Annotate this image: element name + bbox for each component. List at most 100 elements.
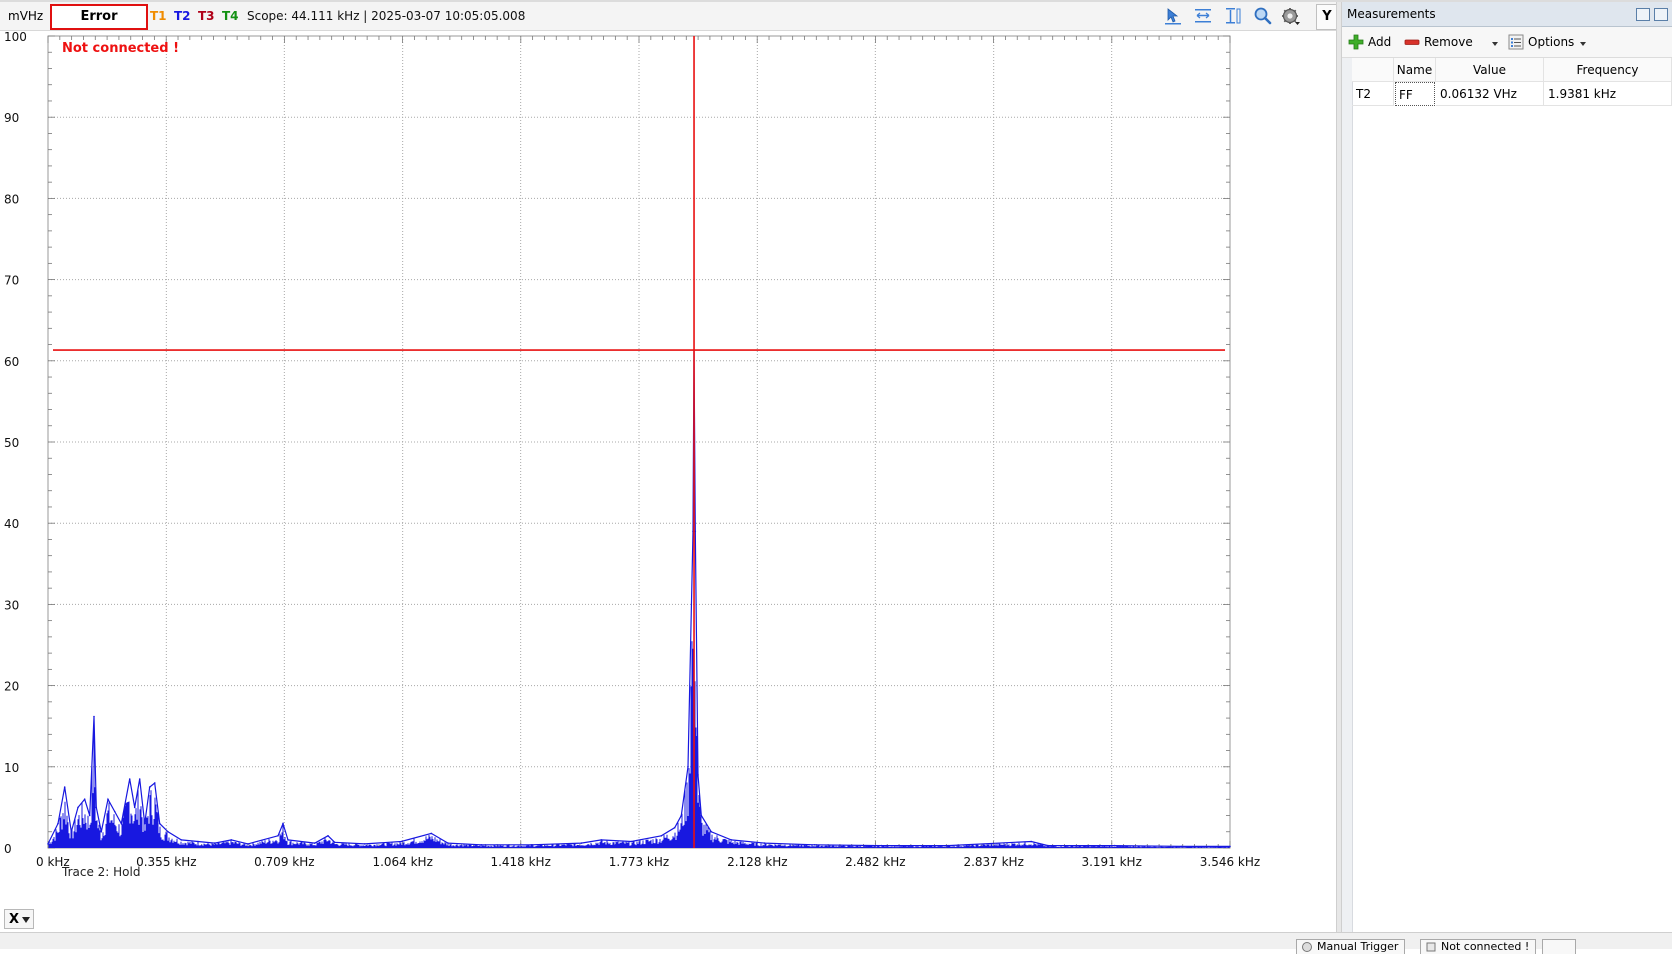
data-point [313, 842, 316, 844]
trigger-icon [1302, 942, 1312, 952]
cursor-arrow-icon[interactable] [1162, 6, 1184, 26]
data-point [88, 814, 91, 817]
data-point [57, 822, 59, 825]
data-point [600, 839, 603, 841]
x-axis-bar: X [0, 906, 1336, 932]
data-point [947, 844, 949, 847]
y-tick-label: 100 [4, 30, 27, 44]
column-header-frequency[interactable]: Frequency [1544, 58, 1672, 82]
x-tick-label: 3.546 kHz [1200, 855, 1260, 869]
data-point [430, 832, 433, 835]
data-point [1113, 844, 1116, 847]
spectrum-plot[interactable]: 0 10 20 30 40 50 60 70 80 90 100 0 kHz 0.355 kHz 0.7… [0, 30, 1336, 906]
y-axis-button[interactable]: Y [1316, 4, 1338, 30]
data-point [697, 774, 699, 776]
data-point [1229, 845, 1231, 848]
remove-label: Remove [1424, 35, 1473, 49]
window-top-edge [0, 0, 1672, 2]
y-tick-label: 50 [4, 436, 19, 450]
data-point [153, 782, 156, 784]
minus-icon [1404, 39, 1420, 45]
horizontal-measure-icon[interactable] [1192, 6, 1214, 26]
zoom-icon[interactable] [1252, 6, 1274, 26]
data-point [47, 843, 49, 845]
add-measurement-button[interactable]: Add [1348, 33, 1396, 51]
data-point [327, 835, 329, 837]
trace-toggle-t3[interactable]: T3 [198, 9, 215, 23]
not-connected-warning: Not connected ! [62, 41, 179, 56]
data-point [63, 786, 66, 788]
remove-measurement-button[interactable]: Remove [1404, 33, 1498, 51]
measurements-title-bar: Measurements [1342, 2, 1672, 27]
data-point [813, 844, 816, 846]
manual-trigger-label: Manual Trigger [1317, 940, 1399, 953]
y-tick-label: 60 [4, 355, 19, 369]
close-panel-icon[interactable] [1654, 8, 1668, 21]
data-point [83, 798, 86, 801]
y-tick-label: 70 [4, 274, 19, 288]
x-tick-label: 0.355 kHz [136, 855, 196, 869]
connection-status-button[interactable]: Not connected ! [1420, 939, 1537, 954]
panel-splitter[interactable] [1336, 2, 1342, 932]
data-point [763, 842, 766, 844]
x-tick-label: 0.709 kHz [254, 855, 314, 869]
scope-panel: mVHz Error T1 T2 T3 T4 Scope: 44.111 kHz… [0, 2, 1338, 932]
table-row[interactable]: T2 FF 0.06132 VHz 1.9381 kHz [1342, 82, 1672, 106]
data-point [277, 835, 279, 837]
float-panel-icon[interactable] [1636, 8, 1650, 21]
manual-trigger-button[interactable]: Manual Trigger [1296, 939, 1406, 954]
column-header-value[interactable]: Value [1436, 58, 1544, 82]
measurements-panel: Measurements Add Remove Options Name Val… [1342, 2, 1672, 932]
measurements-title: Measurements [1347, 7, 1436, 21]
data-point [282, 822, 284, 825]
connection-icon [1426, 942, 1436, 952]
data-point [363, 843, 366, 845]
trace-toggle-t4[interactable]: T4 [222, 9, 239, 23]
trace-toggle-t1[interactable]: T1 [150, 9, 167, 23]
x-tick-label: 3.191 kHz [1081, 855, 1141, 869]
scope-toolbar: mVHz Error T1 T2 T3 T4 Scope: 44.111 kHz… [0, 2, 1338, 31]
x-axis-button[interactable]: X [4, 909, 34, 929]
table-header-row: Name Value Frequency [1342, 58, 1672, 82]
y-tick-label: 30 [4, 598, 19, 612]
data-point [197, 840, 199, 843]
settings-gear-icon[interactable] [1280, 6, 1302, 26]
data-point [113, 810, 116, 813]
options-button[interactable]: Options [1508, 33, 1604, 51]
data-point [730, 839, 733, 841]
table-row-gutter [1342, 58, 1353, 932]
measurements-toolbar: Add Remove Options [1342, 27, 1672, 58]
data-point [880, 844, 883, 847]
status-bar: Manual Trigger Not connected ! [0, 932, 1672, 954]
list-options-icon [1508, 34, 1524, 50]
data-point [700, 814, 703, 817]
status-extra-button[interactable] [1542, 939, 1576, 954]
data-point [107, 798, 109, 801]
y-tick-label: 80 [4, 192, 19, 206]
cell-value: 0.06132 VHz [1436, 82, 1544, 106]
y-tick-label: 90 [4, 111, 19, 125]
data-point [1030, 840, 1033, 843]
data-point [687, 766, 689, 768]
plus-icon [1348, 34, 1364, 50]
data-point [93, 715, 95, 718]
data-point [680, 814, 683, 817]
x-tick-label: 2.482 kHz [845, 855, 905, 869]
column-header-trace [1352, 58, 1394, 82]
chevron-down-icon [1580, 42, 1586, 46]
status-box: Error [50, 4, 148, 30]
x-tick-label: 2.128 kHz [727, 855, 787, 869]
data-point [694, 530, 697, 533]
trace-toggle-t2[interactable]: T2 [174, 9, 191, 23]
data-point [630, 840, 633, 843]
column-header-name[interactable]: Name [1394, 58, 1436, 82]
spectrum-trace-bars [48, 381, 1230, 848]
data-point [530, 844, 533, 846]
x-axis-button-label: X [9, 912, 20, 927]
y-tick-label: 0 [4, 842, 12, 856]
data-point [77, 806, 79, 809]
vertical-measure-icon[interactable] [1222, 6, 1244, 26]
data-point [100, 831, 103, 833]
chevron-down-icon [22, 917, 30, 923]
cell-name[interactable]: FF [1395, 82, 1435, 106]
